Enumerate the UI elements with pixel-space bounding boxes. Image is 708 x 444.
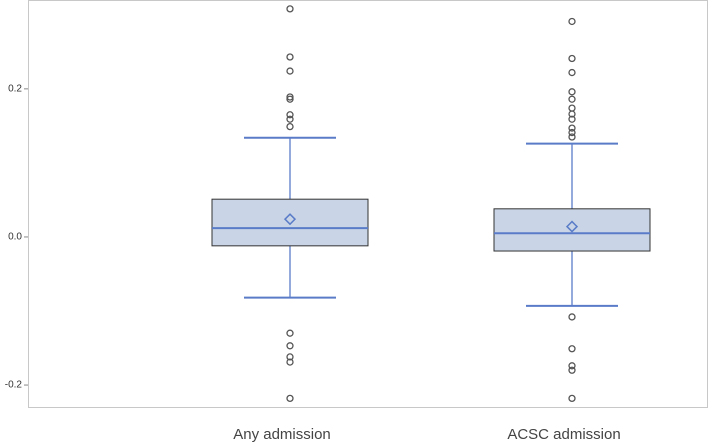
mean xyxy=(283,213,297,226)
outlier xyxy=(286,67,294,75)
outlier xyxy=(568,88,576,96)
outlier xyxy=(286,329,294,337)
outlier xyxy=(568,54,576,63)
outlier xyxy=(568,313,576,321)
outlier xyxy=(286,111,294,119)
outlier xyxy=(568,345,576,353)
outlier xyxy=(568,115,576,123)
x-tick-label: Any admission xyxy=(233,426,331,443)
outlier xyxy=(286,342,294,350)
outlier xyxy=(568,362,576,370)
y-tick-label: 0.0 xyxy=(8,232,22,243)
outlier xyxy=(568,124,576,132)
outlier xyxy=(568,17,576,26)
outlier xyxy=(286,53,294,61)
outlier xyxy=(286,95,294,103)
box xyxy=(211,198,369,247)
outlier xyxy=(286,358,294,366)
x-tick-label: ACSC admission xyxy=(507,426,620,443)
outlier xyxy=(286,394,294,403)
outlier xyxy=(286,93,294,101)
mean xyxy=(565,220,579,233)
outlier xyxy=(568,68,576,77)
outlier xyxy=(568,95,576,103)
outlier xyxy=(568,133,576,141)
outlier xyxy=(568,104,576,112)
outlier xyxy=(286,115,294,123)
y-tick-label: -0.2 xyxy=(5,380,23,391)
outlier xyxy=(286,122,294,131)
outlier xyxy=(286,5,294,13)
outlier xyxy=(568,128,576,137)
outlier xyxy=(286,353,294,361)
outlier xyxy=(568,394,576,403)
outlier xyxy=(568,366,576,374)
outlier xyxy=(568,110,576,118)
box xyxy=(493,208,651,252)
y-tick-label: 0.2 xyxy=(8,83,22,94)
